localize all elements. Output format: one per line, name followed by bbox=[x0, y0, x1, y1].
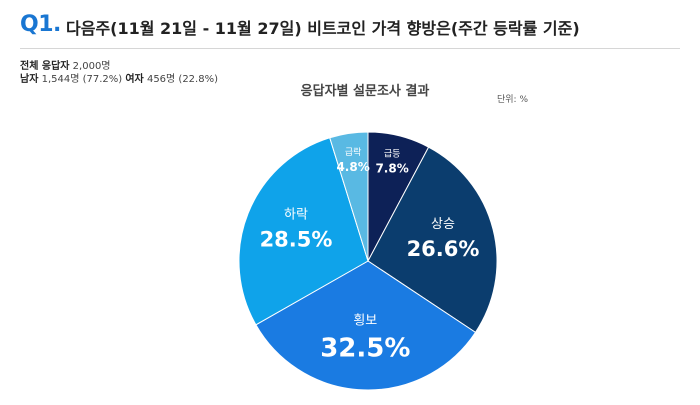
slice-value-0: 7.8% bbox=[375, 162, 408, 176]
slice-label-3: 하락 bbox=[284, 208, 308, 223]
total-respondents-line: 전체 응답자 2,000명 bbox=[20, 60, 218, 73]
female-value: 456명 (22.8%) bbox=[146, 74, 218, 85]
chart-title: 응답자별 설문조사 결과 bbox=[300, 84, 430, 99]
slice-label-0: 급등 bbox=[384, 149, 401, 160]
slice-label-2: 횡보 bbox=[353, 313, 377, 328]
slice-label-4: 급락 bbox=[345, 146, 362, 158]
question-number: Q1. bbox=[20, 12, 61, 37]
header-divider bbox=[20, 48, 680, 49]
slice-label-1: 상승 bbox=[431, 217, 455, 232]
unit-label: 단위: % bbox=[497, 95, 529, 105]
slice-value-2: 32.5% bbox=[320, 333, 410, 363]
slice-value-1: 26.6% bbox=[407, 237, 480, 261]
total-respondents-label: 전체 응답자 bbox=[20, 61, 70, 72]
male-value: 1,544명 (77.2%) bbox=[41, 74, 123, 85]
slice-value-3: 28.5% bbox=[260, 228, 333, 252]
respondent-info: 전체 응답자 2,000명 남자 1,544명 (77.2%) 여자 456명 … bbox=[20, 60, 218, 86]
pie-slice-4 bbox=[329, 131, 369, 262]
pie-slice-3 bbox=[238, 137, 369, 326]
female-label: 여자 bbox=[125, 74, 144, 85]
question-header: Q1. 다음주(11월 21일 - 11월 27일) 비트코인 가격 향방은(주… bbox=[20, 0, 680, 49]
total-respondents-value: 2,000명 bbox=[72, 61, 111, 72]
pie-slice-2 bbox=[255, 260, 477, 391]
slice-value-4: 4.8% bbox=[336, 160, 369, 174]
pie-slice-1 bbox=[367, 146, 498, 334]
male-label: 남자 bbox=[20, 74, 39, 85]
question-title: 다음주(11월 21일 - 11월 27일) 비트코인 가격 향방은(주간 등락… bbox=[66, 19, 580, 38]
gender-breakdown-line: 남자 1,544명 (77.2%) 여자 456명 (22.8%) bbox=[20, 73, 218, 86]
